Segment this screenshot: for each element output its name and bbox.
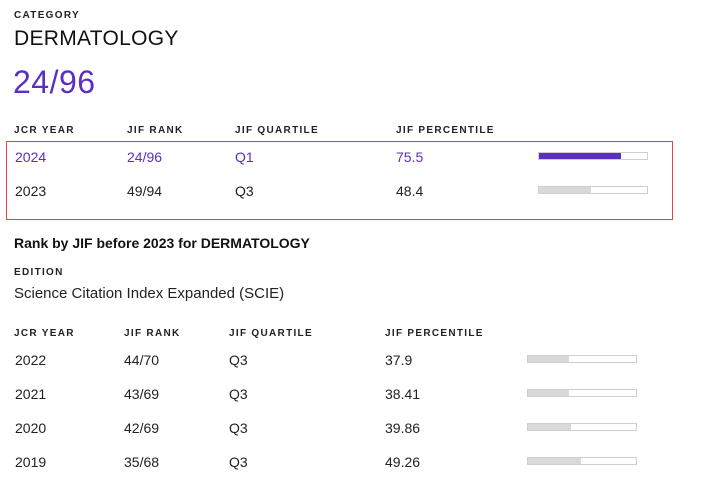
- col-header-jif-percentile: JIF PERCENTILE: [385, 328, 484, 339]
- col-header-jif-rank: JIF RANK: [124, 328, 181, 339]
- highlight-frame: [6, 141, 673, 220]
- row-year: 2024: [15, 149, 47, 165]
- percentile-bar: [527, 457, 637, 465]
- row-rank: 44/70: [124, 352, 160, 368]
- col-header-jif-quartile: JIF QUARTILE: [229, 328, 313, 339]
- row-year: 2023: [15, 183, 47, 199]
- percentile-bar: [527, 355, 637, 363]
- row-rank: 49/94: [127, 183, 163, 199]
- col-header-jcr-year: JCR YEAR: [14, 328, 75, 339]
- history-title: Rank by JIF before 2023 for DERMATOLOGY: [14, 235, 310, 251]
- percentile-bar-fill: [539, 187, 592, 193]
- edition-label: EDITION: [14, 267, 64, 278]
- row-percentile: 37.9: [385, 352, 413, 368]
- row-rank: 35/68: [124, 454, 160, 470]
- row-year: 2022: [15, 352, 47, 368]
- percentile-bar-fill: [528, 458, 582, 464]
- percentile-bar-fill: [528, 390, 570, 396]
- row-year: 2020: [15, 420, 47, 436]
- row-percentile: 49.26: [385, 454, 421, 470]
- category-name: DERMATOLOGY: [14, 27, 179, 50]
- row-year: 2021: [15, 386, 47, 402]
- percentile-bar-fill: [528, 424, 572, 430]
- col-header-jif-quartile: JIF QUARTILE: [235, 125, 319, 136]
- row-percentile: 48.4: [396, 183, 424, 199]
- row-quartile: Q1: [235, 149, 254, 165]
- category-rank: 24/96: [13, 64, 96, 100]
- row-percentile: 75.5: [396, 149, 424, 165]
- percentile-bar: [538, 186, 648, 194]
- percentile-bar: [538, 152, 648, 160]
- percentile-bar: [527, 389, 637, 397]
- col-header-jcr-year: JCR YEAR: [14, 125, 75, 136]
- percentile-bar-fill: [539, 153, 621, 159]
- category-label: CATEGORY: [14, 10, 80, 21]
- percentile-bar-fill: [528, 356, 569, 362]
- row-quartile: Q3: [229, 420, 248, 436]
- row-rank: 43/69: [124, 386, 160, 402]
- edition-value: Science Citation Index Expanded (SCIE): [14, 285, 285, 302]
- row-quartile: Q3: [229, 386, 248, 402]
- col-header-jif-percentile: JIF PERCENTILE: [396, 125, 495, 136]
- row-rank: 42/69: [124, 420, 160, 436]
- row-quartile: Q3: [229, 352, 248, 368]
- row-percentile: 38.41: [385, 386, 421, 402]
- col-header-jif-rank: JIF RANK: [127, 125, 184, 136]
- row-rank: 24/96: [127, 149, 163, 165]
- percentile-bar: [527, 423, 637, 431]
- row-quartile: Q3: [235, 183, 254, 199]
- row-quartile: Q3: [229, 454, 248, 470]
- row-percentile: 39.86: [385, 420, 421, 436]
- row-year: 2019: [15, 454, 47, 470]
